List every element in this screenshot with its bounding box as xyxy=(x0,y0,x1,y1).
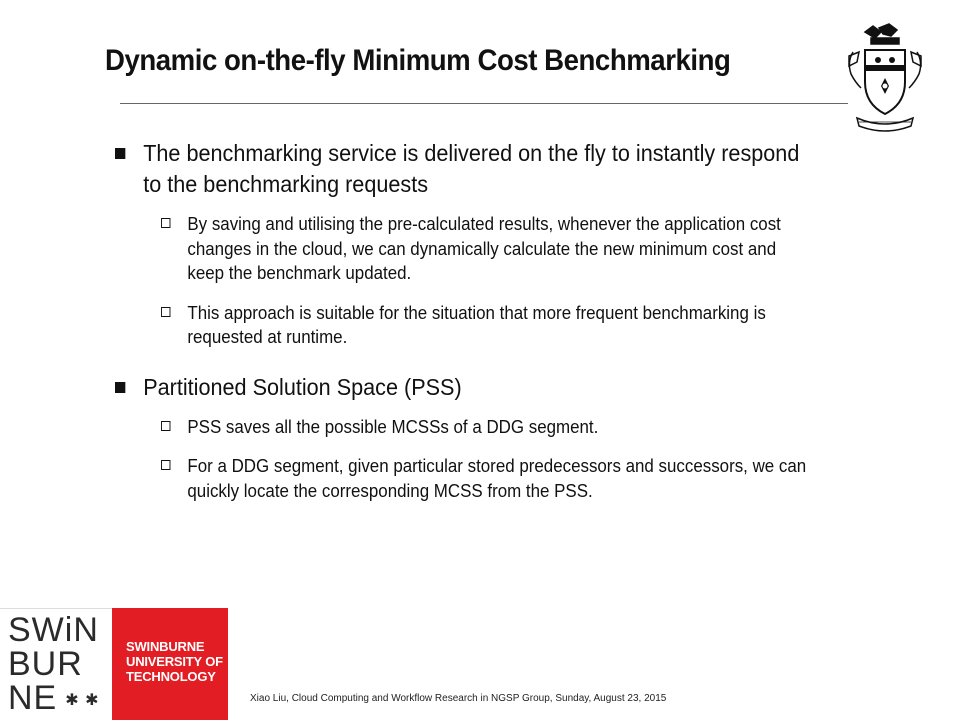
hollow-square-bullet-icon xyxy=(161,420,171,431)
sub-bullet-text: By saving and utilising the pre-calculat… xyxy=(187,214,781,283)
logo-wordmark: SWiN BUR NE ✱ ✱ xyxy=(0,608,112,721)
sub-bullet-item: By saving and utilising the pre-calculat… xyxy=(115,212,811,286)
sub-bullet-item: This approach is suitable for the situat… xyxy=(115,301,811,350)
sub-bullet-item: For a DDG segment, given particular stor… xyxy=(115,454,811,503)
sub-bullet-text: For a DDG segment, given particular stor… xyxy=(187,456,807,501)
sub-bullet-text: PSS saves all the possible MCSSs of a DD… xyxy=(187,416,599,437)
bullet-item: The benchmarking service is delivered on… xyxy=(115,138,811,200)
logo-mark-row: BUR xyxy=(8,645,83,683)
slide-title: Dynamic on-the-fly Minimum Cost Benchmar… xyxy=(105,44,731,77)
university-crest-icon xyxy=(848,23,922,132)
square-bullet-icon xyxy=(115,148,126,159)
hollow-square-bullet-icon xyxy=(161,306,171,317)
star-icon: ✱ ✱ xyxy=(65,692,100,710)
slide-body: The benchmarking service is delivered on… xyxy=(115,138,855,518)
bullet-text: The benchmarking service is delivered on… xyxy=(143,140,800,197)
sub-bullet-text: This approach is suitable for the situat… xyxy=(187,302,766,348)
logo-name-line: UNIVERSITY OF xyxy=(126,654,223,669)
square-bullet-icon xyxy=(115,381,126,393)
logo-mark-row-text: NE xyxy=(8,679,58,717)
logo-mark-row: SWiN xyxy=(8,611,99,649)
sub-bullet-item: PSS saves all the possible MCSSs of a DD… xyxy=(115,415,811,440)
hollow-square-bullet-icon xyxy=(161,460,171,470)
bullet-text: Partitioned Solution Space (PSS) xyxy=(143,373,462,400)
swinburne-logo: SWiN BUR NE ✱ ✱ SWINBURNE UNIVERSITY OF T… xyxy=(0,608,228,721)
logo-mark-row: NE ✱ ✱ xyxy=(8,679,100,718)
slide-footer: Xiao Liu, Cloud Computing and Workflow R… xyxy=(250,693,667,704)
logo-name-line: SWINBURNE xyxy=(126,639,205,654)
logo-name-line: TECHNOLOGY xyxy=(126,669,216,684)
hollow-square-bullet-icon xyxy=(161,218,171,228)
bullet-item: Partitioned Solution Space (PSS) xyxy=(115,372,811,403)
logo-name-block: SWINBURNE UNIVERSITY OF TECHNOLOGY xyxy=(112,608,228,720)
title-divider xyxy=(120,103,848,104)
